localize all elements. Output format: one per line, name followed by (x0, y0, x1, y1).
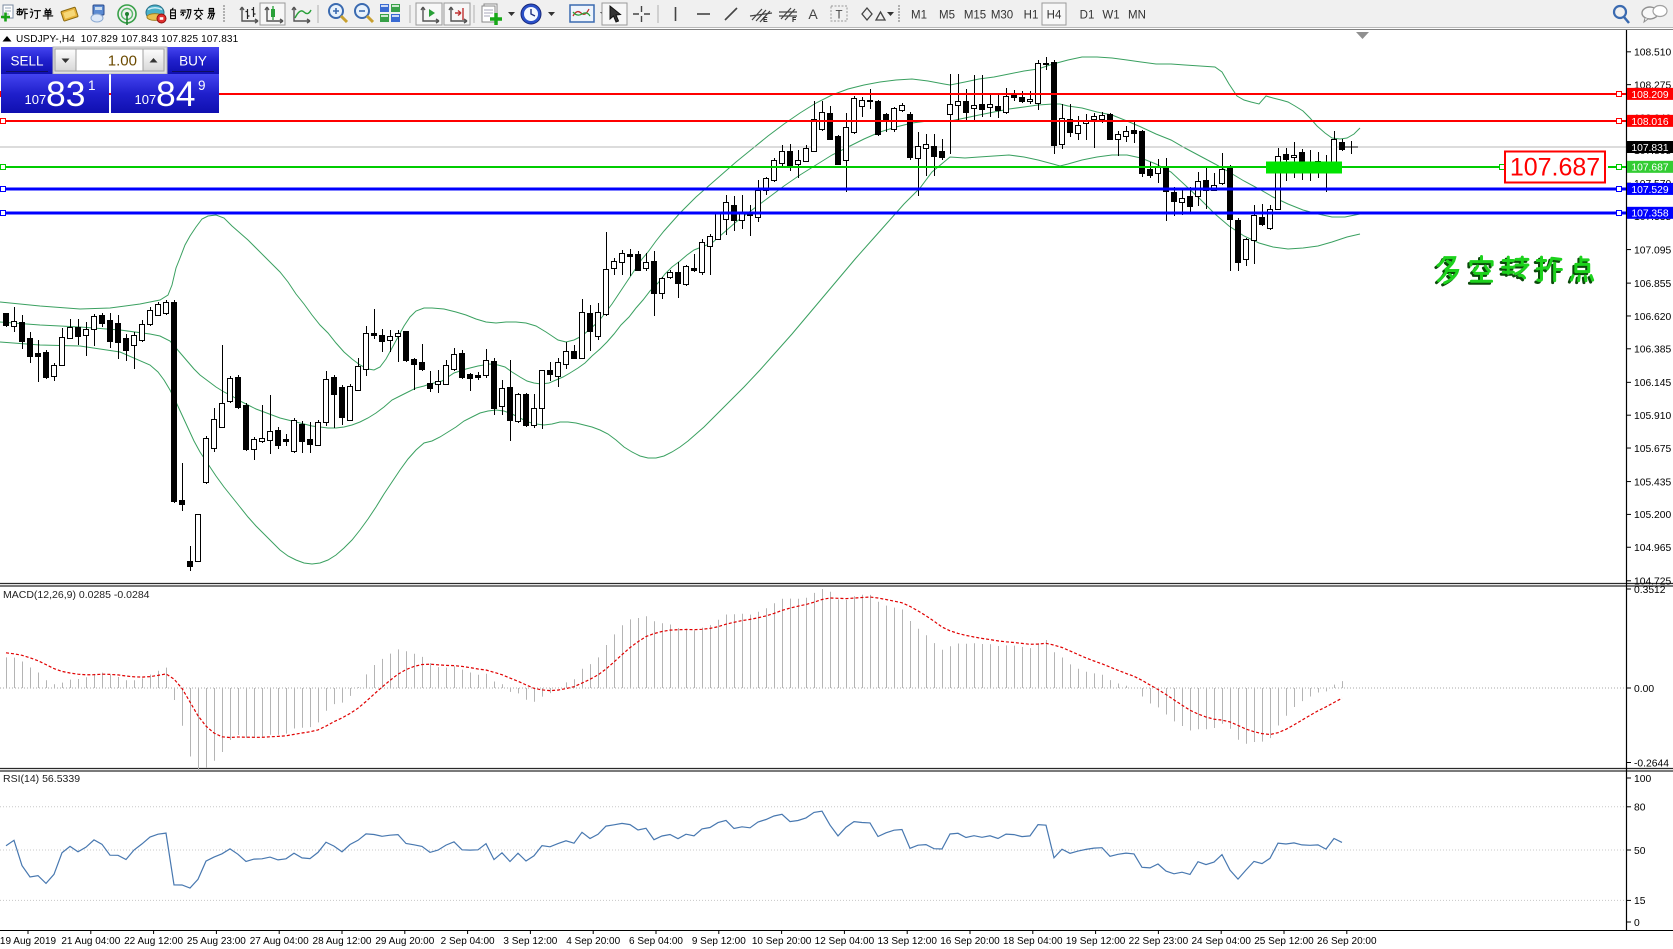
svg-text:22 Aug 12:00: 22 Aug 12:00 (124, 936, 183, 947)
svg-text:107: 107 (135, 92, 157, 107)
svg-text:28 Aug 12:00: 28 Aug 12:00 (313, 936, 372, 947)
svg-text:0.3512: 0.3512 (1634, 585, 1666, 596)
svg-text:105.435: 105.435 (1634, 477, 1671, 488)
svg-text:4 Sep 20:00: 4 Sep 20:00 (566, 936, 620, 947)
svg-text:105.910: 105.910 (1634, 411, 1671, 422)
svg-text:107.529: 107.529 (1631, 185, 1668, 196)
svg-text:22 Sep 23:00: 22 Sep 23:00 (1129, 936, 1189, 947)
svg-text:107.095: 107.095 (1634, 245, 1671, 256)
svg-text:108.016: 108.016 (1631, 117, 1668, 128)
svg-text:10 Sep 20:00: 10 Sep 20:00 (752, 936, 812, 947)
svg-text:106.855: 106.855 (1634, 279, 1671, 290)
svg-text:106.620: 106.620 (1634, 312, 1671, 323)
svg-text:F: F (792, 17, 797, 24)
svg-text:BUY: BUY (179, 54, 207, 69)
svg-text:106.385: 106.385 (1634, 345, 1671, 356)
svg-text:12 Sep 04:00: 12 Sep 04:00 (815, 936, 875, 947)
svg-text:0: 0 (1634, 918, 1640, 929)
svg-text:18 Sep 04:00: 18 Sep 04:00 (1003, 936, 1063, 947)
svg-text:25 Sep 12:00: 25 Sep 12:00 (1254, 936, 1314, 947)
svg-text:MN: MN (1128, 10, 1146, 22)
svg-text:SELL: SELL (10, 54, 44, 69)
svg-text:80: 80 (1634, 803, 1646, 814)
svg-text:W1: W1 (1102, 10, 1119, 22)
svg-text:25 Aug 23:00: 25 Aug 23:00 (187, 936, 246, 947)
svg-text:E: E (763, 17, 768, 24)
svg-text:M15: M15 (964, 10, 986, 22)
svg-text:108.510: 108.510 (1634, 48, 1671, 59)
svg-text:107.687: 107.687 (1510, 154, 1600, 182)
svg-text:H1: H1 (1024, 10, 1039, 22)
svg-text:105.675: 105.675 (1634, 444, 1671, 455)
svg-text:MACD(12,26,9) 0.0285 -0.0284: MACD(12,26,9) 0.0285 -0.0284 (3, 589, 150, 601)
svg-text:100: 100 (1634, 774, 1651, 785)
svg-text:USDJPY-,H4 107.829 107.843 10: USDJPY-,H4 107.829 107.843 107.825 107.8… (16, 34, 239, 45)
svg-text:6 Sep 04:00: 6 Sep 04:00 (629, 936, 683, 947)
svg-text:2 Sep 04:00: 2 Sep 04:00 (441, 936, 495, 947)
svg-text:107.358: 107.358 (1631, 209, 1668, 220)
svg-text:13 Sep 12:00: 13 Sep 12:00 (877, 936, 937, 947)
svg-text:D1: D1 (1080, 10, 1095, 22)
svg-text:M5: M5 (939, 10, 955, 22)
svg-text:15: 15 (1634, 896, 1646, 907)
svg-text:105.200: 105.200 (1634, 510, 1671, 521)
svg-text:0.00: 0.00 (1634, 684, 1654, 695)
svg-text:1.00: 1.00 (108, 53, 137, 70)
svg-text:107.687: 107.687 (1631, 163, 1668, 174)
svg-text:19 Aug 2019: 19 Aug 2019 (0, 936, 57, 947)
svg-text:26 Sep 20:00: 26 Sep 20:00 (1317, 936, 1377, 947)
svg-text:104.725: 104.725 (1634, 577, 1671, 588)
svg-text:108.209: 108.209 (1631, 90, 1668, 101)
svg-text:1: 1 (88, 78, 96, 93)
svg-text:107.831: 107.831 (1631, 143, 1668, 154)
svg-text:106.145: 106.145 (1634, 378, 1671, 389)
svg-text:16 Sep 20:00: 16 Sep 20:00 (940, 936, 1000, 947)
svg-text:29 Aug 20:00: 29 Aug 20:00 (375, 936, 434, 947)
svg-text:24 Sep 04:00: 24 Sep 04:00 (1191, 936, 1251, 947)
svg-text:3 Sep 12:00: 3 Sep 12:00 (503, 936, 557, 947)
svg-text:9: 9 (198, 78, 206, 93)
svg-text:RSI(14) 56.5339: RSI(14) 56.5339 (3, 773, 80, 785)
svg-text:21 Aug 04:00: 21 Aug 04:00 (61, 936, 120, 947)
svg-text:104.965: 104.965 (1634, 543, 1671, 554)
svg-text:84: 84 (156, 74, 196, 114)
svg-text:M1: M1 (911, 10, 927, 22)
svg-text:9 Sep 12:00: 9 Sep 12:00 (692, 936, 746, 947)
svg-text:107: 107 (25, 92, 47, 107)
svg-text:27 Aug 04:00: 27 Aug 04:00 (250, 936, 309, 947)
svg-text:T: T (835, 10, 842, 22)
svg-text:H4: H4 (1047, 10, 1062, 22)
svg-text:108.275: 108.275 (1634, 80, 1671, 91)
svg-text:83: 83 (46, 74, 86, 114)
svg-text:M30: M30 (991, 10, 1013, 22)
svg-text:-0.2644: -0.2644 (1634, 758, 1669, 769)
svg-text:50: 50 (1634, 846, 1646, 857)
svg-text:A: A (808, 6, 818, 22)
svg-text:19 Sep 12:00: 19 Sep 12:00 (1066, 936, 1126, 947)
